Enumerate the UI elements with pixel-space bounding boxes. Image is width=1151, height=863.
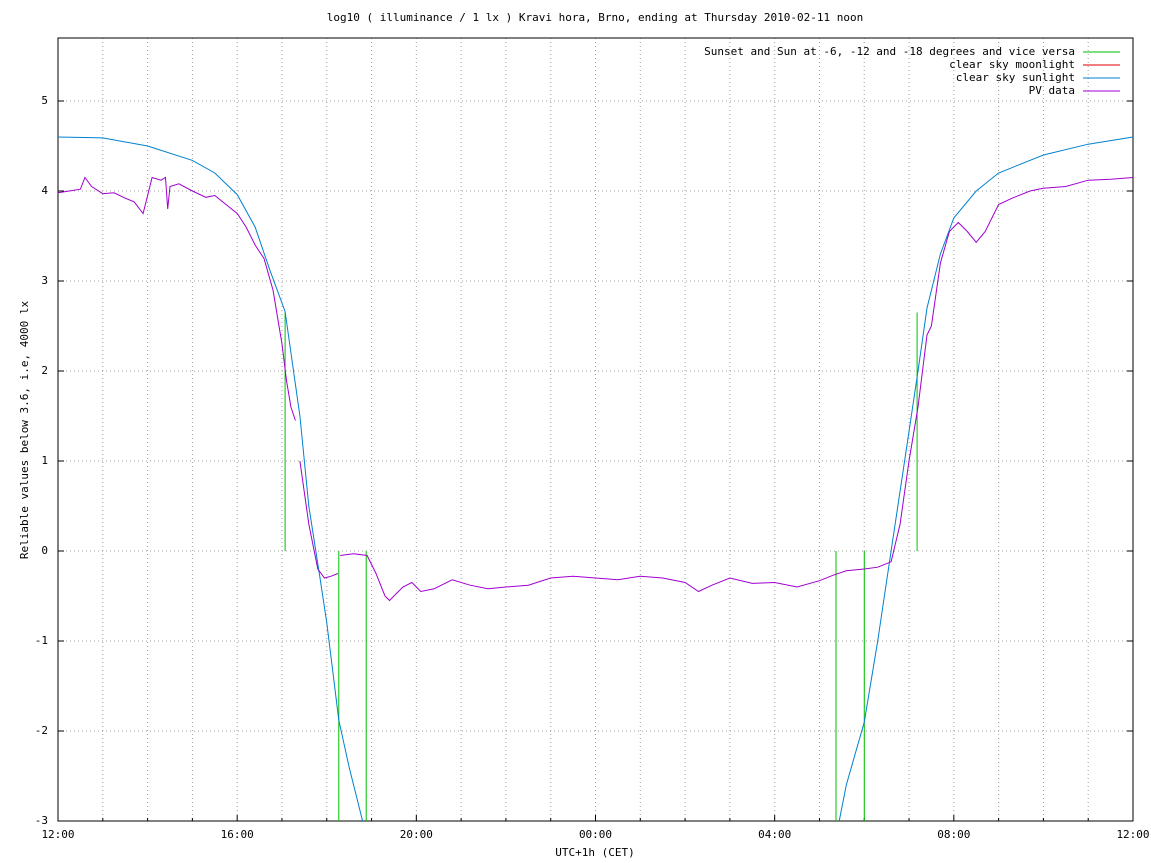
x-tick-label: 16:00 <box>221 828 254 841</box>
x-tick-label: 04:00 <box>758 828 791 841</box>
legend-label: PV data <box>1029 84 1075 97</box>
legend-label: clear sky moonlight <box>949 58 1075 71</box>
legend-label: clear sky sunlight <box>956 71 1075 84</box>
legend-label: Sunset and Sun at -6, -12 and -18 degree… <box>704 45 1075 58</box>
x-tick-label: 12:00 <box>1116 828 1149 841</box>
y-tick-label: 4 <box>41 184 48 197</box>
y-tick-label: 1 <box>41 454 48 467</box>
x-tick-label: 12:00 <box>41 828 74 841</box>
plot-frame <box>57 37 1134 822</box>
y-tick-label: 5 <box>41 94 48 107</box>
y-tick-label: 0 <box>41 544 48 557</box>
y-tick-label: -2 <box>35 724 48 737</box>
y-tick-label: -3 <box>35 814 48 827</box>
series-line <box>284 312 918 821</box>
x-tick-label: 20:00 <box>400 828 433 841</box>
y-tick-label: -1 <box>35 634 48 647</box>
series-line <box>57 176 1134 602</box>
y-tick-label: 3 <box>41 274 48 287</box>
y-tick-label: 2 <box>41 364 48 377</box>
chart-title: log10 ( illuminance / 1 lx ) Kravi hora,… <box>327 11 863 24</box>
series-line <box>57 136 1134 822</box>
x-axis-label: UTC+1h (CET) <box>555 846 634 859</box>
x-tick-label: 00:00 <box>579 828 612 841</box>
y-axis-label: Reliable values below 3.6, i.e, 4000 lx <box>18 300 31 559</box>
x-tick-label: 08:00 <box>937 828 970 841</box>
